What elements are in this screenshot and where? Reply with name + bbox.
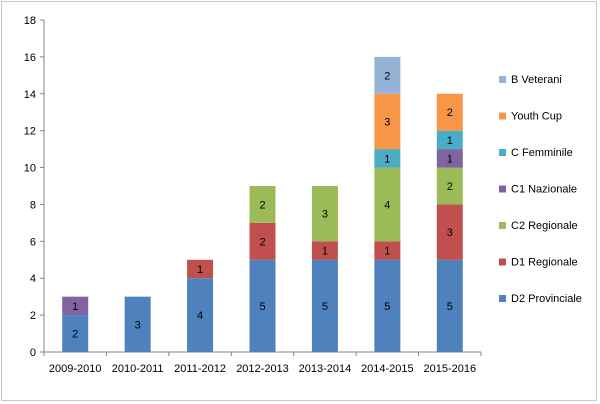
bar-segment — [62, 315, 89, 352]
legend-label: C2 Regionale — [511, 220, 578, 232]
data-label: 4 — [384, 199, 390, 211]
y-tick-label: 14 — [24, 89, 36, 101]
data-label: 2 — [447, 181, 453, 193]
data-label: 1 — [72, 301, 78, 313]
y-tick-label: 2 — [30, 310, 36, 322]
data-label: 2 — [259, 236, 265, 248]
legend-label: D2 Provinciale — [511, 293, 582, 305]
legend-label: B Veterani — [511, 74, 562, 86]
y-tick-label: 18 — [24, 15, 36, 27]
bar-segment — [311, 241, 338, 260]
data-label: 2 — [72, 329, 78, 341]
data-label: 1 — [322, 246, 328, 258]
legend-swatch — [499, 295, 506, 302]
bar-segment — [374, 93, 401, 150]
bar-segment — [374, 149, 401, 168]
data-label: 3 — [322, 209, 328, 221]
bar-segment — [187, 278, 214, 352]
bar-segment — [187, 259, 214, 279]
x-tick-label: 2010-2011 — [112, 363, 164, 375]
bar-segment — [124, 296, 151, 352]
legend-swatch — [499, 185, 506, 193]
data-label: 1 — [447, 135, 453, 147]
data-label: 1 — [384, 153, 390, 165]
bar-segment — [436, 259, 463, 352]
legend-swatch — [499, 112, 506, 120]
data-label: 4 — [197, 310, 203, 322]
x-tick-label: 2013-2014 — [299, 363, 352, 375]
legend-label: D1 Regionale — [511, 257, 578, 269]
data-label: 2 — [259, 199, 265, 211]
bar-segment — [249, 222, 276, 260]
legend-label: Youth Cup — [511, 111, 562, 123]
y-tick-label: 12 — [24, 126, 36, 138]
data-label: 5 — [322, 301, 328, 313]
bar-segment — [436, 149, 463, 168]
legend-label: C Femminile — [511, 147, 573, 159]
legend-swatch — [499, 76, 506, 83]
bar-segment — [436, 93, 463, 131]
data-label: 3 — [384, 116, 390, 128]
y-tick-label: 6 — [30, 236, 36, 248]
data-label: 3 — [135, 319, 141, 331]
bar-segment — [436, 167, 463, 205]
x-tick-label: 2011-2012 — [174, 363, 226, 375]
y-tick-label: 0 — [30, 347, 36, 359]
data-label: 1 — [447, 153, 453, 165]
data-label: 5 — [259, 301, 265, 313]
y-tick-label: 8 — [30, 199, 36, 211]
bar-segment — [311, 186, 338, 242]
x-tick-label: 2014-2015 — [361, 363, 414, 375]
bar-segment — [374, 241, 401, 260]
x-tick-label: 2015-2016 — [423, 363, 476, 375]
legend-label: C1 Nazionale — [511, 184, 577, 196]
bar-segment — [374, 56, 401, 94]
bar-segment — [249, 186, 276, 223]
bar-segment — [311, 259, 338, 352]
bar-segment — [436, 204, 463, 260]
data-label: 2 — [447, 107, 453, 119]
data-label: 1 — [197, 264, 203, 276]
data-label: 5 — [384, 301, 390, 313]
data-label: 2 — [384, 70, 390, 82]
bar-segment — [374, 167, 401, 242]
data-label: 1 — [384, 246, 390, 258]
y-tick-label: 4 — [30, 273, 36, 285]
y-tick-label: 16 — [24, 52, 36, 64]
x-tick-label: 2009-2010 — [49, 363, 102, 375]
y-tick-label: 10 — [24, 163, 36, 175]
legend-swatch — [499, 258, 506, 266]
x-tick-label: 2012-2013 — [236, 363, 289, 375]
legend-swatch — [499, 222, 506, 229]
legend-swatch — [499, 149, 506, 156]
bar-segment — [374, 259, 401, 352]
bar-segment — [436, 130, 463, 150]
data-label: 5 — [447, 301, 453, 313]
bar-segment — [62, 296, 89, 316]
data-label: 3 — [447, 227, 453, 239]
bar-segment — [249, 259, 276, 352]
